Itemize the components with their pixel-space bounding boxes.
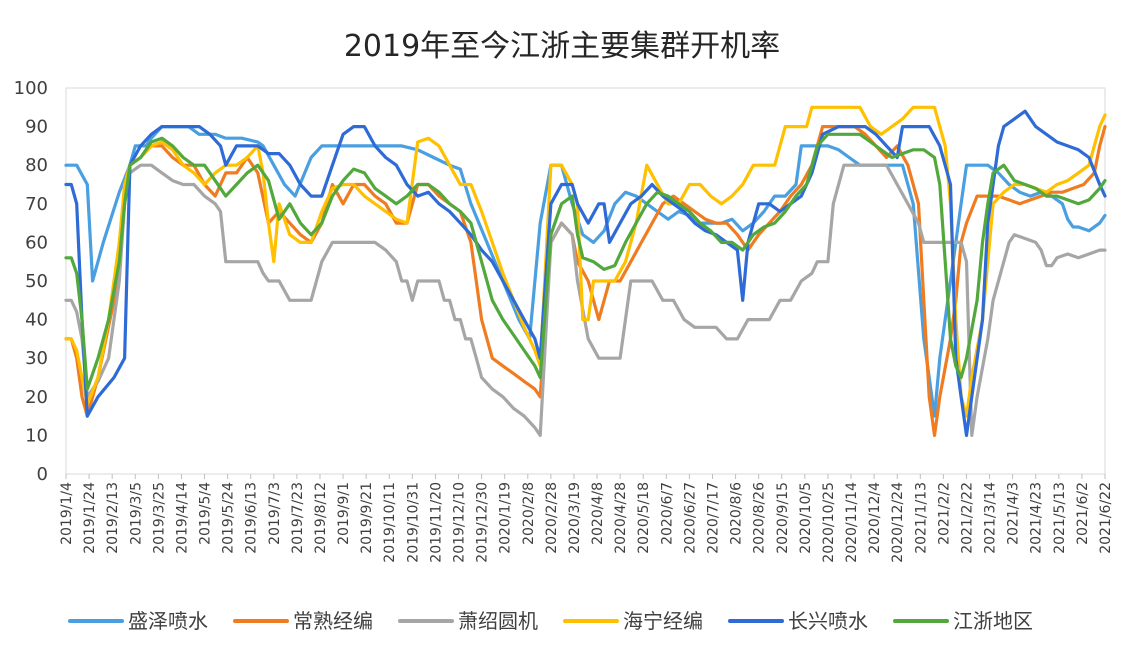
chart-title: 2019年至今江浙主要集群开机率 <box>344 29 780 64</box>
x-tick-label: 2019/12/10 <box>452 482 468 563</box>
y-tick-label: 60 <box>25 232 48 253</box>
x-tick-label: 2021/1/13 <box>913 482 929 554</box>
x-tick-label: 2021/2/22 <box>959 482 975 554</box>
x-tick-label: 2019/6/13 <box>244 482 260 554</box>
x-tick-label: 2019/7/23 <box>290 482 306 554</box>
x-tick-label: 2019/9/21 <box>359 482 375 554</box>
x-tick-label: 2020/12/4 <box>867 482 883 554</box>
legend-label: 长兴喷水 <box>788 609 868 633</box>
legend-label: 常熟经编 <box>293 609 373 633</box>
legend-label: 萧绍圆机 <box>458 609 538 633</box>
x-tick-label: 2020/10/25 <box>821 482 837 563</box>
series-line-2 <box>64 125 1107 437</box>
y-tick-label: 10 <box>25 425 48 446</box>
x-tick-label: 2020/8/26 <box>752 482 768 554</box>
y-tick-label: 20 <box>25 387 48 408</box>
x-tick-label: 2020/5/18 <box>636 482 652 554</box>
x-tick-label: 2021/4/3 <box>1006 482 1022 545</box>
y-tick-label: 30 <box>25 348 48 369</box>
x-tick-label: 2021/2/2 <box>936 482 952 545</box>
y-tick-label: 70 <box>25 194 48 215</box>
x-tick-label: 2019/4/14 <box>174 482 190 554</box>
y-tick-label: 90 <box>25 117 48 138</box>
legend-label: 江浙地区 <box>953 609 1033 633</box>
x-tick-label: 2019/5/24 <box>221 482 237 554</box>
x-tick-label: 2019/9/1 <box>336 482 352 545</box>
y-tick-label: 80 <box>25 155 48 176</box>
x-tick-label: 2020/6/27 <box>682 482 698 554</box>
x-tick-label: 2020/3/19 <box>567 482 583 554</box>
plot-area-border <box>65 87 1106 475</box>
x-tick-label: 2019/3/25 <box>151 482 167 554</box>
x-tick-label: 2019/10/31 <box>405 482 421 563</box>
x-tick-label: 2019/5/4 <box>198 482 214 545</box>
x-tick-label: 2019/10/11 <box>382 482 398 563</box>
x-tick-label: 2021/5/13 <box>1052 482 1068 554</box>
y-tick-label: 50 <box>25 271 48 292</box>
x-tick-label: 2019/7/3 <box>267 482 283 545</box>
x-tick-label: 2020/2/8 <box>521 482 537 545</box>
series-line-6 <box>64 132 1107 391</box>
x-tick-label: 2020/7/17 <box>705 482 721 554</box>
x-tick-label: 2020/10/5 <box>798 482 814 554</box>
y-tick-label: 100 <box>14 78 48 99</box>
legend-label: 盛泽喷水 <box>128 609 208 633</box>
x-tick-label: 2019/1/24 <box>82 482 98 554</box>
x-tick-label: 2021/3/14 <box>983 482 999 554</box>
x-tick-label: 2019/3/5 <box>128 482 144 545</box>
legend: 盛泽喷水 常熟经编 萧绍圆机 海宁经编 长兴喷水 江浙地区 <box>68 609 1033 633</box>
x-tick-label: 2020/11/14 <box>844 482 860 563</box>
x-tick-label: 2021/6/22 <box>1098 482 1114 554</box>
x-tick-label: 2020/8/6 <box>729 482 745 545</box>
x-tick-label: 2020/6/7 <box>659 482 675 545</box>
axes: 0 10 20 30 40 50 60 70 80 90 100 2019/1/4 2019/1/24 2… <box>14 78 1114 563</box>
x-tick-label: 2020/4/28 <box>613 482 629 554</box>
x-tick-label: 2020/2/28 <box>544 482 560 554</box>
x-tick-label: 2019/12/30 <box>475 482 491 563</box>
x-tick-label: 2021/6/2 <box>1075 482 1091 545</box>
series-line-3 <box>64 163 1107 437</box>
x-tick-label: 2020/9/15 <box>775 482 791 554</box>
x-tick-label: 2019/8/12 <box>313 482 329 554</box>
x-tick-label: 2019/2/13 <box>105 482 121 554</box>
series-line-5 <box>64 109 1107 437</box>
x-tick-label: 2020/1/19 <box>498 482 514 554</box>
x-tick-label: 2019/11/20 <box>428 482 444 563</box>
series-lines <box>64 105 1107 437</box>
y-tick-label: 40 <box>25 310 48 331</box>
x-tick-label: 2020/4/8 <box>590 482 606 545</box>
x-tick-label: 2021/4/23 <box>1029 482 1045 554</box>
y-tick-label: 0 <box>37 464 48 485</box>
legend-label: 海宁经编 <box>623 609 703 633</box>
x-tick-label: 2019/1/4 <box>59 482 75 545</box>
x-tick-label: 2020/12/24 <box>890 482 906 563</box>
